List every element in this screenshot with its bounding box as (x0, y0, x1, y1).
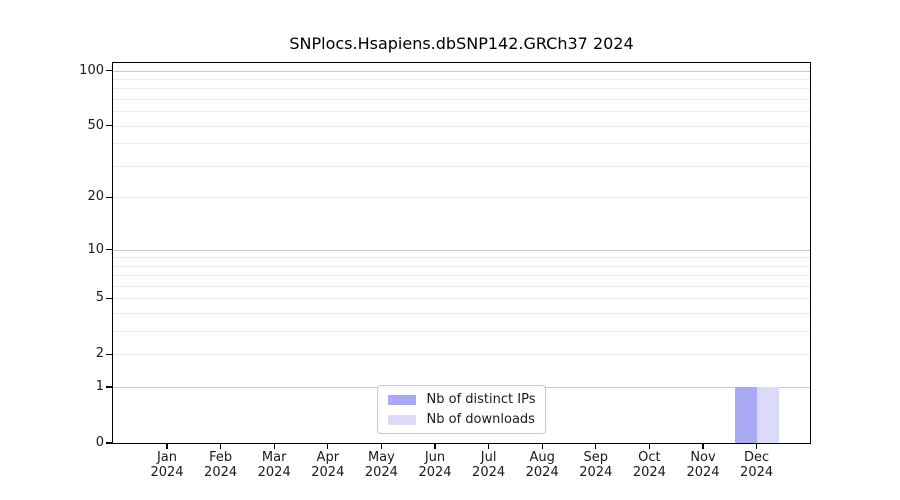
gridline (113, 298, 810, 300)
x-tick-year: 2024 (204, 465, 238, 480)
plot-area: Nb of distinct IPs Nb of downloads (113, 63, 810, 443)
x-tick-month: Feb (209, 450, 233, 465)
x-tick-month: Dec (744, 450, 770, 465)
x-tick-label: Dec 2024 (725, 450, 789, 480)
x-tick-mark (648, 443, 651, 449)
x-tick-label: Jul 2024 (457, 450, 521, 480)
gridline (113, 99, 810, 101)
x-tick-year: 2024 (686, 465, 720, 480)
y-tick-label: 5 (95, 290, 104, 306)
bar-distinct-ips (734, 387, 757, 443)
gridline (113, 79, 810, 80)
x-tick-label: May 2024 (349, 450, 413, 480)
x-tick-label: Mar 2024 (242, 450, 306, 480)
x-tick-mark (327, 443, 329, 449)
gridline (113, 88, 810, 90)
legend-item-downloads: Nb of downloads (387, 411, 536, 428)
legend-item-distinct-ips: Nb of distinct IPs (387, 391, 536, 408)
y-tick-mark (106, 69, 113, 72)
x-tick-mark (219, 443, 222, 449)
y-tick-label: 2 (95, 346, 104, 362)
x-tick-month: Nov (690, 450, 716, 465)
x-tick-mark (702, 443, 704, 449)
gridline (113, 70, 810, 72)
gridline (113, 331, 810, 333)
x-tick-month: Aug (529, 450, 555, 465)
x-tick-month: Jan (156, 450, 178, 465)
y-tick-mark (106, 386, 113, 388)
x-tick-year: 2024 (150, 465, 184, 480)
legend-label-downloads: Nb of downloads (426, 412, 535, 427)
x-tick-year: 2024 (257, 465, 291, 480)
y-tick-mark (106, 196, 113, 198)
x-tick-month: Sep (583, 450, 609, 465)
x-tick-year: 2024 (418, 465, 452, 480)
x-tick-month: Jun (424, 450, 446, 465)
x-tick-year: 2024 (525, 465, 559, 480)
x-tick-mark (487, 443, 490, 449)
y-tick-label: 1 (95, 379, 104, 395)
gridline (113, 143, 810, 145)
x-tick-label: Jan 2024 (135, 450, 199, 480)
x-tick-month: Apr (316, 450, 340, 465)
x-tick-mark (595, 443, 597, 449)
gridline (113, 249, 810, 251)
x-tick-mark (755, 443, 758, 449)
x-tick-label: Feb 2024 (189, 450, 253, 480)
y-tick-label: 50 (87, 117, 104, 133)
gridline (113, 257, 810, 259)
gridline (113, 354, 810, 356)
gridline (113, 265, 810, 267)
x-tick-month: Oct (638, 450, 661, 465)
x-tick-month: May (367, 450, 395, 465)
y-tick-mark (106, 125, 113, 127)
x-tick-label: Sep 2024 (564, 450, 628, 480)
x-tick-year: 2024 (472, 465, 506, 480)
gridline (113, 111, 810, 113)
legend-label-distinct-ips: Nb of distinct IPs (426, 392, 536, 407)
x-tick-mark (541, 443, 543, 449)
x-tick-month: Jul (480, 450, 497, 465)
y-tick-label: 20 (87, 189, 104, 205)
gridline (113, 275, 810, 277)
y-tick-label: 100 (79, 62, 104, 78)
x-tick-year: 2024 (632, 465, 666, 480)
x-tick-label: Nov 2024 (671, 450, 735, 480)
gridline (113, 165, 810, 167)
x-tick-month: Mar (261, 450, 287, 465)
x-tick-label: Oct 2024 (617, 450, 681, 480)
gridline (113, 313, 810, 315)
gridline (113, 125, 810, 127)
gridline (113, 286, 810, 287)
bar-downloads (756, 387, 779, 443)
y-tick-label: 10 (87, 241, 104, 257)
x-tick-mark (166, 443, 168, 449)
chart-title: SNPlocs.Hsapiens.dbSNP142.GRCh37 2024 (289, 34, 634, 53)
x-tick-label: Apr 2024 (296, 450, 360, 480)
x-tick-mark (380, 443, 383, 449)
y-tick-label: 0 (95, 435, 104, 450)
legend-swatch-downloads (387, 414, 416, 425)
x-tick-label: Jun 2024 (403, 450, 467, 480)
x-tick-year: 2024 (311, 465, 345, 480)
x-tick-mark (434, 443, 436, 449)
x-tick-year: 2024 (740, 465, 774, 480)
y-tick-mark (106, 353, 113, 356)
x-tick-label: Aug 2024 (510, 450, 574, 480)
legend-swatch-distinct-ips (387, 394, 416, 405)
x-tick-year: 2024 (579, 465, 613, 480)
x-tick-mark (273, 443, 275, 449)
gridline (113, 197, 810, 199)
y-tick-mark (106, 248, 113, 251)
y-tick-mark (106, 442, 113, 444)
y-tick-mark (106, 297, 113, 300)
x-tick-year: 2024 (364, 465, 398, 480)
legend: Nb of distinct IPs Nb of downloads (376, 385, 547, 434)
